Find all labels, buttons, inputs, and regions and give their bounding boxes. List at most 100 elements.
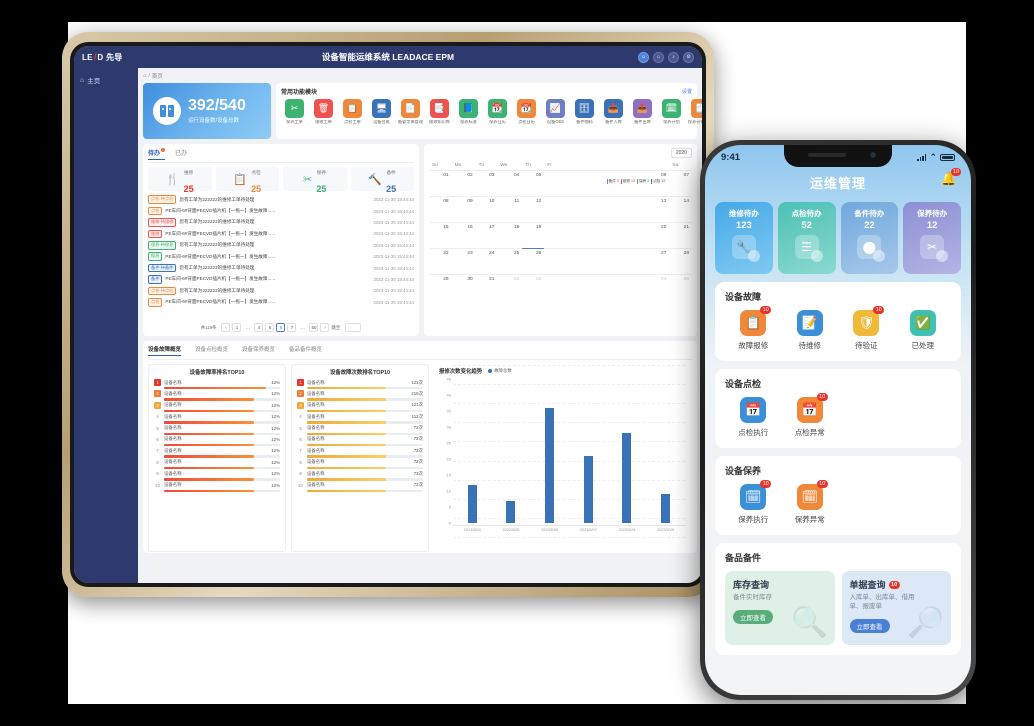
calendar-day-cell[interactable]: 24 — [475, 248, 498, 275]
calendar-day-cell[interactable]: 04 — [497, 170, 523, 197]
calendar-day-cell[interactable]: 11 — [497, 196, 523, 223]
task-row[interactable]: 点检 PE车间-6#背面PECVD插片机【一拖一】发生故障...... 2023-1… — [148, 297, 414, 308]
function-item-11[interactable]: 📥 备件入库 — [600, 99, 627, 125]
pager-goto-input[interactable] — [345, 323, 362, 332]
chart-legend[interactable]: 故障总数 — [488, 368, 512, 374]
spare-card-button[interactable]: 立即查看 — [733, 609, 773, 624]
calendar-day-cell[interactable]: 03 — [522, 274, 545, 301]
todo-tab-0[interactable]: 待办 — [148, 148, 166, 160]
pager-page-5[interactable]: 7 — [287, 323, 297, 332]
calendar-day-cell[interactable]: 18 — [497, 222, 523, 249]
calendar-day-cell[interactable]: 26 — [522, 248, 545, 275]
function-item-10[interactable]: 🗄 备件物料 — [571, 99, 598, 125]
rank-row[interactable]: 2 设备名称 12% — [154, 390, 280, 401]
phone-section-item[interactable]: 📅 点检执行 — [725, 397, 782, 438]
pager-next[interactable]: › — [320, 323, 330, 332]
spare-card-button[interactable]: 立即查看 — [849, 618, 890, 633]
rank-row[interactable]: 8 设备名称 12% — [154, 459, 280, 470]
task-row[interactable]: 维修-待维修 您有工单为222222的维修工单待处理 2023-11-30 19:4… — [148, 217, 414, 228]
calendar-year-select[interactable]: 2020 — [670, 148, 692, 158]
calendar-day-cell[interactable]: 31 — [475, 274, 498, 301]
phone-content[interactable]: 维修待办 123 🔧 点检待办 52 ☰ 备件待办 22 ⬤ 保养待办 12 ✂ 设备故障 📋 10 故障报… — [705, 202, 971, 695]
calendar-day-cell[interactable]: 23 — [451, 248, 476, 275]
task-row[interactable]: 点检-待点检 您有工单为222222的维修工单待处理 2023-11-30 19:4… — [148, 285, 414, 296]
phone-todo-card-3[interactable]: 保养待办 12 ✂ — [903, 202, 961, 274]
todo-stat-保养[interactable]: ✂ 保养 25 — [283, 167, 347, 194]
rank-row[interactable]: 1 设备名称 12% — [154, 379, 280, 390]
function-item-8[interactable]: 📆 点检日历 — [513, 99, 540, 125]
rank-row[interactable]: 7 设备名称 12% — [154, 447, 280, 458]
calendar-day-cell[interactable]: 17 — [475, 222, 498, 249]
function-item-3[interactable]: 🖥 设备台账 — [368, 99, 395, 125]
home-icon[interactable]: ⌂ — [653, 51, 664, 63]
phone-todo-card-2[interactable]: 备件待办 22 ⬤ — [840, 202, 899, 274]
rank-row[interactable]: 5 设备名称 12% — [154, 425, 280, 435]
task-row[interactable]: 点检 PE车间-6#背面PECVD插片机【一拖一】发生故障...... 2023-1… — [148, 205, 414, 216]
calendar-day-cell[interactable]: 14 — [669, 196, 692, 223]
phone-todo-card-1[interactable]: 点检待办 52 ☰ — [777, 202, 836, 274]
phone-section-item[interactable]: ✅ 已处理 — [895, 310, 952, 351]
function-item-14[interactable]: 🧾 保养计划管理 — [687, 99, 702, 125]
function-item-5[interactable]: 📑 维修知识库 — [426, 99, 453, 125]
rank-row[interactable]: 3 设备名称 121次 — [297, 401, 423, 413]
pager-page-0[interactable]: 1 — [232, 323, 242, 332]
calendar-day-cell[interactable]: 13 — [544, 196, 670, 223]
brand-logo[interactable]: LE / D 先导 — [82, 52, 162, 63]
calendar-day-cell[interactable]: 09 — [451, 196, 476, 223]
function-item-4[interactable]: 📄 备管字典管理 — [397, 99, 424, 125]
todo-stat-维修[interactable]: 🍴 维修 25 — [148, 167, 212, 194]
calendar-day-cell[interactable]: 07 — [669, 170, 692, 197]
rank-row[interactable]: 9 设备名称 72次 — [297, 470, 423, 481]
calendar-day-cell[interactable]: 02 — [497, 274, 523, 301]
calendar-day-cell[interactable]: 21 — [669, 222, 692, 249]
function-item-0[interactable]: ✂ 保养工单 — [281, 99, 308, 125]
rank-row[interactable]: 3 设备名称 12% — [154, 401, 280, 413]
todo-tab-1[interactable]: 已办 — [175, 148, 187, 160]
document-query-card[interactable]: 单据查询 10 入库单、出库单、借用单、报废单 立即查看 🔎 — [841, 571, 951, 645]
function-item-6[interactable]: 📘 保养标准 — [455, 99, 482, 125]
rank-row[interactable]: 4 设备名称 12% — [154, 413, 280, 424]
overview-tab-1[interactable]: 设备点检概览 — [195, 347, 229, 353]
rank-row[interactable]: 7 设备名称 72次 — [297, 447, 423, 458]
overview-tab-3[interactable]: 备品备件概览 — [289, 347, 323, 353]
task-row[interactable]: 点检-待点检 您有工单为222222的维修工单待处理 2023-11-30 19:4… — [148, 194, 414, 205]
pager-page-7[interactable]: 50 — [309, 323, 319, 332]
calendar-day-cell[interactable]: 29 — [429, 274, 452, 301]
calendar-day-cell[interactable]: 30 — [451, 274, 476, 301]
calendar-day-cell[interactable]: 04 — [544, 274, 670, 301]
task-row[interactable]: 备件 PE车间-6#背面PECVD插片机【一拖一】发生故障...... 2023-1… — [148, 274, 414, 285]
phone-section-item[interactable]: 🛡 10 待验证 — [838, 306, 895, 351]
bell-icon[interactable]: 🔔 10 — [940, 168, 961, 186]
rank-row[interactable]: 6 设备名称 72次 — [297, 436, 423, 447]
calendar-day-cell[interactable]: 03 — [475, 170, 498, 197]
user-icon[interactable]: ☺ — [638, 51, 649, 63]
phone-section-item[interactable]: 🗓 10 保养异常 — [782, 480, 839, 525]
calendar-day-cell[interactable]: 27 — [544, 248, 670, 275]
rank-row[interactable]: 9 设备名称 12% — [154, 470, 280, 481]
pager-page-4[interactable]: 6 — [276, 323, 286, 332]
gear-icon[interactable]: ⊙ — [683, 51, 694, 63]
calendar-day-cell[interactable]: 01 — [429, 170, 452, 197]
rank-row[interactable]: 4 设备名称 112次 — [297, 413, 423, 424]
calendar-badge[interactable]: 维修 13 — [620, 179, 636, 185]
rank-row[interactable]: 2 设备名称 219次 — [297, 390, 423, 401]
calendar-day-cell[interactable]: 05 — [669, 274, 692, 301]
phone-section-item[interactable]: 📅 10 点检异常 — [782, 393, 839, 438]
rank-row[interactable]: 8 设备名称 72次 — [297, 459, 423, 470]
task-row[interactable]: 维修 PE车间-6#背面PECVD插片机【一拖一】发生故障...... 2023-1… — [148, 228, 414, 239]
phone-section-item[interactable]: 📋 10 故障报修 — [725, 306, 782, 351]
calendar-day-cell[interactable]: 28 — [669, 248, 692, 275]
pager-prev[interactable]: ‹ — [221, 323, 231, 332]
function-settings-link[interactable]: 设置 — [681, 89, 692, 95]
stock-query-card[interactable]: 库存查询 备件实时库存 立即查看 🔍 — [725, 571, 835, 645]
calendar-day-cell[interactable]: 06 备件 5 维修 13 保养 5 点检 12 — [544, 170, 670, 197]
calendar-day-cell[interactable]: 25 — [497, 248, 523, 275]
function-item-13[interactable]: 🗓 保养计划 — [658, 99, 685, 125]
rank-row[interactable]: 6 设备名称 12% — [154, 436, 280, 447]
breadcrumb-home-icon[interactable]: ⌂ — [143, 73, 147, 79]
calendar-day-cell[interactable]: 08 — [429, 196, 452, 223]
phone-section-item[interactable]: 📝 待维修 — [782, 310, 839, 351]
calendar-day-cell[interactable]: 19 — [522, 222, 545, 249]
rank-row[interactable]: 10 设备名称 12% — [154, 482, 280, 492]
function-item-7[interactable]: 📆 保养日历 — [484, 99, 511, 125]
